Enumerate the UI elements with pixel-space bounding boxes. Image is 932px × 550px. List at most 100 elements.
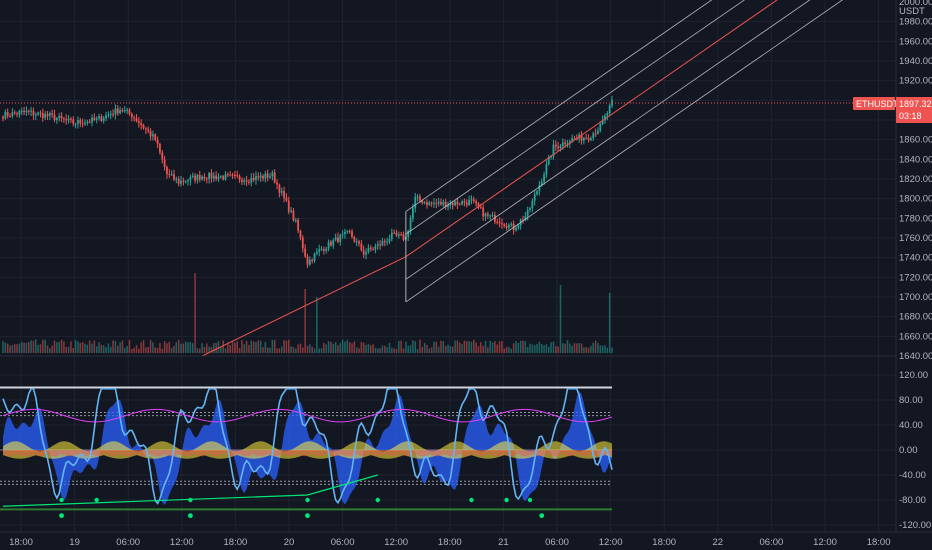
candle-body	[388, 238, 391, 242]
candle-body	[46, 114, 49, 116]
candle-body	[189, 176, 192, 181]
candle-body	[531, 200, 534, 209]
volume-bar	[444, 345, 447, 353]
candle-body	[255, 176, 257, 181]
volume-bar	[428, 348, 431, 353]
candle-body	[344, 231, 346, 235]
volume-bar	[407, 345, 409, 353]
volume-bar	[114, 341, 117, 353]
candle-body	[203, 176, 206, 179]
grid	[0, 0, 896, 532]
volume-bar	[489, 340, 491, 353]
volume-bar	[201, 343, 203, 353]
candle-body	[313, 253, 316, 261]
candle-body	[166, 167, 168, 175]
volume-bar	[88, 340, 91, 353]
candle-body	[30, 110, 33, 112]
volume-bar	[173, 345, 175, 353]
candle-body	[88, 121, 91, 123]
time-tick-label: 06:00	[545, 537, 569, 548]
candle-body	[133, 117, 136, 119]
candle-body	[72, 119, 75, 124]
candle-body	[568, 141, 571, 144]
candle-body	[533, 194, 536, 201]
signal-dot	[59, 513, 64, 519]
candle-body	[44, 114, 47, 118]
wave-line	[2, 387, 613, 505]
oversold-dot	[375, 497, 380, 503]
price-tick-label: 1760.00	[899, 233, 932, 244]
candle-body	[130, 113, 133, 118]
candle-body	[510, 223, 513, 225]
candle-body	[433, 203, 435, 205]
volume-bar	[49, 348, 51, 353]
volume-bar	[316, 297, 318, 353]
candle-body	[508, 224, 510, 228]
volume-bar	[348, 342, 351, 353]
volume-bar	[187, 342, 189, 353]
candle-body	[447, 204, 449, 207]
candle-body	[34, 114, 37, 116]
volume-bar	[355, 347, 358, 353]
symbol-tag[interactable]	[853, 97, 895, 110]
volume-bar	[273, 339, 276, 353]
candle-body	[559, 146, 562, 148]
right-axis-panel[interactable]	[896, 0, 932, 532]
candles	[0, 95, 896, 268]
volume-bar	[440, 340, 442, 353]
candle-body	[552, 144, 555, 157]
volume-bar	[109, 346, 112, 353]
volume-bar	[297, 344, 299, 353]
candle-body	[121, 110, 124, 112]
volume-bar	[147, 346, 149, 353]
volume-bar	[16, 344, 18, 353]
candle-body	[55, 118, 58, 121]
candle-body	[48, 113, 51, 116]
candle-body	[135, 118, 138, 122]
volume-bar	[37, 344, 39, 353]
volume-bar	[487, 347, 489, 353]
oversold-dot	[469, 497, 474, 503]
volume-bar	[102, 345, 105, 353]
volume-bar	[63, 341, 65, 353]
symbol-tag-label: ETHUSDT	[856, 99, 899, 109]
candle-body	[95, 118, 98, 120]
candle-body	[571, 138, 574, 142]
candle-body	[444, 201, 447, 207]
volume-bar	[437, 346, 440, 353]
volume-bar	[358, 348, 360, 353]
time-tick-label: 06:00	[331, 537, 355, 548]
volume-bar	[262, 347, 264, 353]
candle-body	[608, 105, 611, 114]
candle-body	[109, 114, 112, 116]
volume-bar	[231, 341, 234, 353]
volume-bar	[238, 347, 241, 353]
bottom-axis-panel[interactable]	[0, 532, 932, 550]
volume-bar	[163, 341, 166, 353]
volume-bar	[482, 345, 484, 353]
candle-body	[11, 112, 14, 117]
candle-body	[297, 220, 300, 231]
volume-bar	[145, 347, 147, 353]
volume-bar	[215, 342, 217, 353]
mfi-line	[2, 408, 613, 423]
volume-bar	[379, 348, 381, 353]
regression-channel[interactable]	[201, 0, 932, 357]
candle-body	[231, 174, 234, 176]
volume-bar	[571, 345, 573, 353]
candle-body	[482, 207, 485, 217]
candle-body	[348, 231, 351, 233]
last-price-label: 1897.32	[899, 99, 932, 109]
volume-bar	[470, 341, 473, 353]
candle-body	[163, 159, 166, 168]
candle-body	[241, 179, 243, 182]
candle-body	[53, 114, 56, 121]
volume-bar	[217, 341, 220, 353]
candle-body	[400, 234, 403, 236]
volume-bar	[449, 346, 452, 353]
volume-bar	[550, 342, 552, 353]
volume-bar	[526, 347, 529, 353]
volume-bar	[299, 343, 302, 353]
volume-bar	[578, 342, 580, 353]
